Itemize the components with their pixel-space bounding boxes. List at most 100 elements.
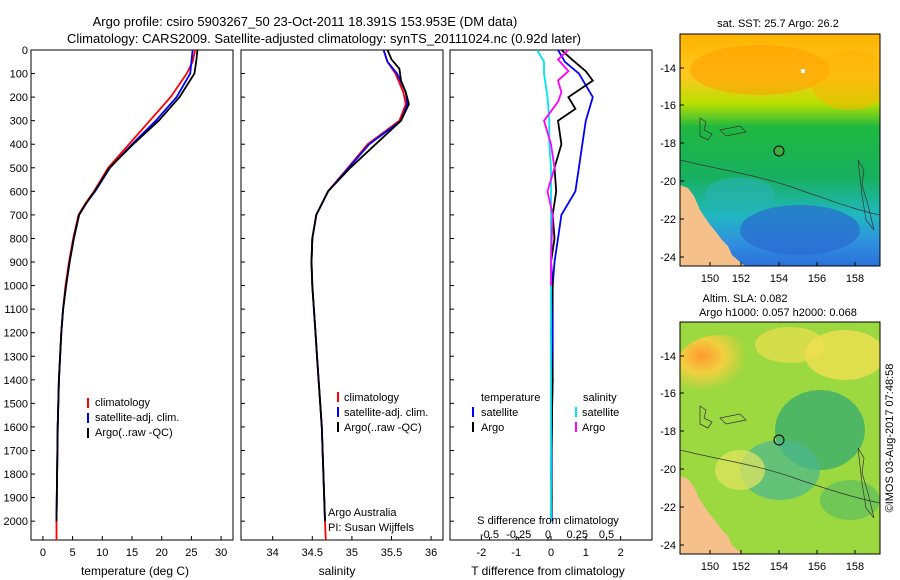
legend-temperature-heading: temperature <box>481 392 540 404</box>
sla-high-patch <box>755 327 825 363</box>
lat-tick-label: -20 <box>660 176 676 188</box>
x-tick-label: -2 <box>476 547 486 559</box>
sst-lon-ticks: 150 152 154 156 158 <box>701 262 864 285</box>
depth-ticks: 0 100 200 300 400 500 600 700 800 900 1000 1100 1200… <box>4 45 35 528</box>
lat-tick-label: -18 <box>660 426 676 438</box>
sst-lat-ticks: -14 -16 -18 -20 -22 -24 <box>660 63 684 264</box>
salinity-axes <box>240 49 444 541</box>
temperature-panel: 0100200300400500600700800900100011001200… <box>4 45 234 578</box>
sst-cool-patch <box>740 205 860 255</box>
depth-tick-label: 700 <box>10 210 28 222</box>
depth-tick-label: 1800 <box>4 469 28 481</box>
lon-tick-label: 154 <box>770 273 788 285</box>
sla-map: Altim. SLA: 0.082 Argo h1000: 0.057 h200… <box>660 293 881 573</box>
sst-cool-patch <box>705 177 775 213</box>
series-climatology <box>310 49 407 541</box>
legend-s-argo: Argo <box>582 422 605 434</box>
difference-panel: -2 -1 0 1 2 -0.5 -0.25 0 0.25 0.5 S difference f… <box>449 49 653 578</box>
sst-map-frame <box>679 33 881 267</box>
legend-t-argo: Argo <box>481 422 504 434</box>
depth-tick-label: 600 <box>10 186 28 198</box>
depth-tick-label: 900 <box>10 257 28 269</box>
depth-tick-label: 300 <box>10 116 28 128</box>
lon-tick-label: 152 <box>732 561 750 573</box>
series-argo-raw-qc- <box>310 49 410 522</box>
sst-map: sat. SST: 25.7 Argo: 26.2 -14 -16 -18 -20 -2… <box>660 18 881 285</box>
annotation-line-2: PI: Susan Wijffels <box>328 522 414 534</box>
depth-tick-label: 1100 <box>4 304 28 316</box>
depth-tick-label: 800 <box>10 233 28 245</box>
lat-tick-label: -24 <box>660 540 676 552</box>
credit: ©IMOS 03-Aug-2017 07:48:58 <box>884 364 896 513</box>
temperature-xticks: 0 5 10 15 20 25 30 <box>40 536 227 559</box>
bathymetry-contour <box>680 449 880 504</box>
depth-tick-label: 0 <box>22 45 28 57</box>
lat-tick-label: -16 <box>660 100 676 112</box>
depth-tick-label: 1700 <box>4 445 28 457</box>
x-tick-label: 0 <box>40 547 46 559</box>
sst-warm-patch <box>810 50 880 110</box>
bathymetry-contour <box>680 159 880 216</box>
x-tick-label: 10 <box>96 547 108 559</box>
s-tick-label: -0.5 <box>480 529 499 541</box>
legend-argo: Argo(..raw -QC) <box>95 427 173 439</box>
x-tick-label: -1 <box>511 547 521 559</box>
lat-tick-label: -22 <box>660 502 676 514</box>
coastline-land <box>680 185 745 266</box>
depth-tick-label: 100 <box>10 69 28 81</box>
series-satellite-adj-clim- <box>55 49 194 522</box>
x-tick-label: 35 <box>346 547 358 559</box>
s-difference-label: S difference from climatology <box>477 515 619 527</box>
depth-tick-label: 500 <box>10 163 28 175</box>
x-tick-label: 25 <box>185 547 197 559</box>
legend-climatology: climatology <box>95 397 151 409</box>
series-climatology <box>55 49 196 540</box>
x-tick-label: 34 <box>267 547 279 559</box>
series-argo-raw-qc- <box>55 49 199 522</box>
s-tick-label: 0 <box>545 529 551 541</box>
sla-map-frame <box>679 321 881 555</box>
x-tick-label: 1 <box>583 547 589 559</box>
coastline-land <box>680 476 745 554</box>
x-tick-label: 36 <box>425 547 437 559</box>
title-line-2: Climatology: CARS2009. Satellite-adjuste… <box>67 31 581 46</box>
t-difference-label: T difference from climatology <box>471 564 625 578</box>
sla-high-patch <box>680 335 765 405</box>
lon-tick-label: 150 <box>701 561 719 573</box>
depth-tick-label: 400 <box>10 139 28 151</box>
lat-tick-label: -22 <box>660 214 676 226</box>
argo-float-marker <box>773 145 785 157</box>
x-tick-label: 35.5 <box>381 547 402 559</box>
x-tick-label: 20 <box>156 547 168 559</box>
s-tick-label: -0.25 <box>506 529 531 541</box>
lat-tick-label: -18 <box>660 138 676 150</box>
sla-mid-patch <box>820 480 880 520</box>
lat-tick-label: -20 <box>660 464 676 476</box>
depth-tick-label: 1300 <box>4 351 28 363</box>
depth-tick-label: 1900 <box>4 493 28 505</box>
depth-tick-label: 1000 <box>4 281 28 293</box>
series-salinity-satellite <box>536 49 552 522</box>
legend-salinity-heading: salinity <box>583 392 617 404</box>
legend-satellite: satellite-adj. clim. <box>95 412 179 424</box>
legend-satellite: satellite-adj. clim. <box>344 407 428 419</box>
legend-s-satellite: satellite <box>582 407 619 419</box>
reef-contour <box>857 159 875 231</box>
salinity-xlabel: salinity <box>319 564 356 578</box>
series-temperature-argo <box>550 49 595 522</box>
salinity-lines <box>310 49 410 541</box>
x-tick-label: 0 <box>548 547 554 559</box>
sla-high-patch <box>715 450 765 490</box>
s-tick-label: 0.25 <box>567 529 588 541</box>
sla-title-line-1: Altim. SLA: 0.082 <box>703 293 788 305</box>
sst-map-title: sat. SST: 25.7 Argo: 26.2 <box>717 18 839 30</box>
salinity-legend: climatology satellite-adj. clim. Argo(..… <box>337 392 428 434</box>
depth-tick-label: 1200 <box>4 328 28 340</box>
sst-warm-patch <box>690 45 830 95</box>
sla-lon-ticks: 150 152 154 156 158 <box>701 550 864 573</box>
series-satellite-adj-clim- <box>310 49 409 522</box>
depth-tick-label: 1500 <box>4 398 28 410</box>
depth-tick-label: 2000 <box>4 516 28 528</box>
x-tick-label: 15 <box>126 547 138 559</box>
legend-climatology: climatology <box>344 392 400 404</box>
